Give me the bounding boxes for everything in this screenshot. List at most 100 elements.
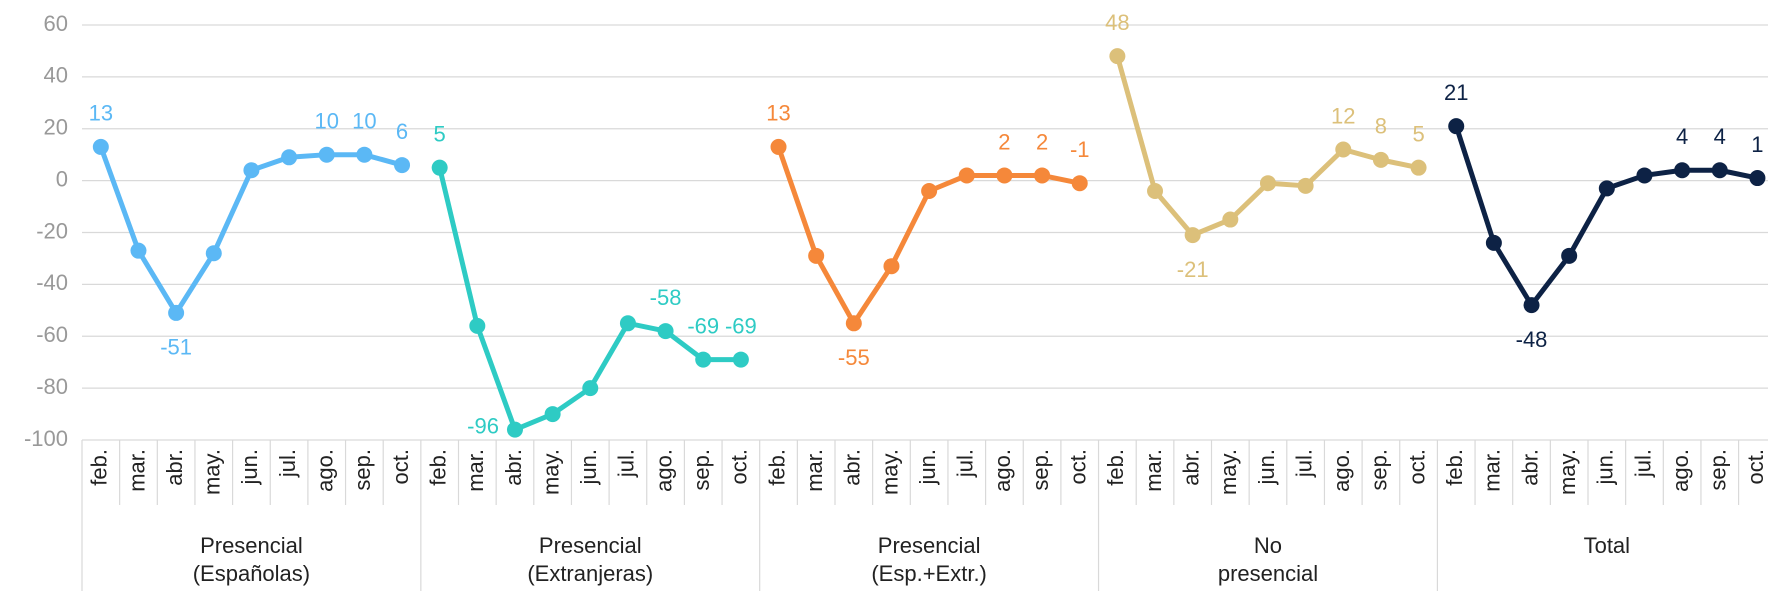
x-tick-label: mar. (802, 449, 827, 492)
x-tick-label: mar. (1480, 449, 1505, 492)
x-tick-label: abr. (1517, 449, 1542, 486)
x-tick-label: may. (200, 449, 225, 495)
x-tick-label: jul. (953, 449, 978, 478)
data-label: 10 (352, 109, 376, 134)
group-label: (Españolas) (193, 561, 310, 586)
data-point (168, 304, 185, 321)
data-point (205, 245, 222, 262)
data-point (657, 323, 674, 340)
data-label: 13 (89, 101, 113, 126)
data-point (695, 351, 712, 368)
data-label: 2 (1036, 129, 1048, 154)
x-tick-label: jun. (1254, 449, 1279, 485)
data-point (845, 315, 862, 332)
data-point (1034, 167, 1051, 184)
data-label: -69 (725, 313, 757, 338)
data-point (469, 317, 486, 334)
group-label: Presencial (200, 533, 303, 558)
data-point (92, 138, 109, 155)
x-tick-label: oct. (1404, 449, 1429, 484)
data-point (1674, 162, 1691, 179)
x-tick-label: ago. (313, 449, 338, 492)
x-tick-label: jun. (1593, 449, 1618, 485)
y-tick-label: 0 (56, 166, 68, 191)
data-point (958, 167, 975, 184)
y-tick-label: -80 (36, 374, 68, 399)
data-point (243, 162, 260, 179)
x-tick-label: feb. (1442, 449, 1467, 486)
data-point (1297, 177, 1314, 194)
x-tick-label: jul. (275, 449, 300, 478)
data-point (394, 157, 411, 174)
data-label: 5 (1412, 121, 1424, 146)
data-point (883, 258, 900, 275)
x-tick-label: may. (538, 449, 563, 495)
data-point (1749, 170, 1766, 187)
data-point (1335, 141, 1352, 158)
x-tick-label: sep. (350, 449, 375, 491)
y-tick-label: 20 (44, 115, 68, 140)
x-tick-label: oct. (1743, 449, 1768, 484)
data-label: 5 (434, 121, 446, 146)
data-label: -58 (650, 285, 682, 310)
x-tick-label: feb. (1103, 449, 1128, 486)
data-point (1372, 151, 1389, 168)
x-tick-label: jul. (1291, 449, 1316, 478)
x-tick-label: may. (877, 449, 902, 495)
data-point (130, 242, 147, 259)
x-tick-label: abr. (162, 449, 187, 486)
data-point (732, 351, 749, 368)
data-label: 48 (1105, 10, 1129, 35)
data-point (1448, 118, 1465, 135)
data-point (1711, 162, 1728, 179)
x-tick-label: abr. (501, 449, 526, 486)
x-tick-label: abr. (1178, 449, 1203, 486)
data-point (582, 380, 599, 397)
series-line (1114, 55, 1420, 238)
data-point (318, 146, 335, 163)
x-tick-label: oct. (1066, 449, 1091, 484)
y-tick-label: 40 (44, 63, 68, 88)
x-tick-label: sep. (1706, 449, 1731, 491)
x-tick-label: sep. (1367, 449, 1392, 491)
group-label: Total (1584, 533, 1630, 558)
y-tick-label: -100 (24, 426, 68, 451)
x-tick-label: jul. (1630, 449, 1655, 478)
y-tick-label: 60 (44, 11, 68, 36)
data-point (1410, 159, 1427, 176)
x-tick-label: ago. (651, 449, 676, 492)
x-tick-label: ago. (1668, 449, 1693, 492)
data-label: -51 (160, 335, 192, 360)
data-point (281, 149, 298, 166)
data-label: 2 (998, 129, 1010, 154)
group-label: No (1254, 533, 1282, 558)
x-tick-label: mar. (124, 449, 149, 492)
x-tick-label: feb. (87, 449, 112, 486)
data-point (1222, 211, 1239, 228)
data-label: 10 (314, 109, 338, 134)
data-point (808, 247, 825, 264)
y-tick-label: -60 (36, 322, 68, 347)
data-point (921, 183, 938, 199)
data-point (1636, 167, 1653, 184)
data-point (1485, 234, 1502, 251)
data-point (1598, 180, 1615, 197)
data-label: -1 (1070, 137, 1090, 162)
group-label: Presencial (539, 533, 642, 558)
data-label: 21 (1444, 80, 1468, 105)
x-tick-label: jun. (237, 449, 262, 485)
x-tick-label: jul. (614, 449, 639, 478)
x-tick-label: oct. (388, 449, 413, 484)
data-label: 8 (1375, 114, 1387, 139)
data-label: -96 (467, 413, 499, 438)
data-label: -55 (838, 345, 870, 370)
data-label: 1 (1751, 132, 1763, 157)
x-tick-label: feb. (425, 449, 450, 486)
data-label: 12 (1331, 103, 1355, 128)
data-point (1071, 175, 1088, 192)
group-label: (Extranjeras) (527, 561, 653, 586)
data-label: -48 (1516, 327, 1548, 352)
y-tick-label: -20 (36, 218, 68, 243)
x-tick-label: ago. (990, 449, 1015, 492)
